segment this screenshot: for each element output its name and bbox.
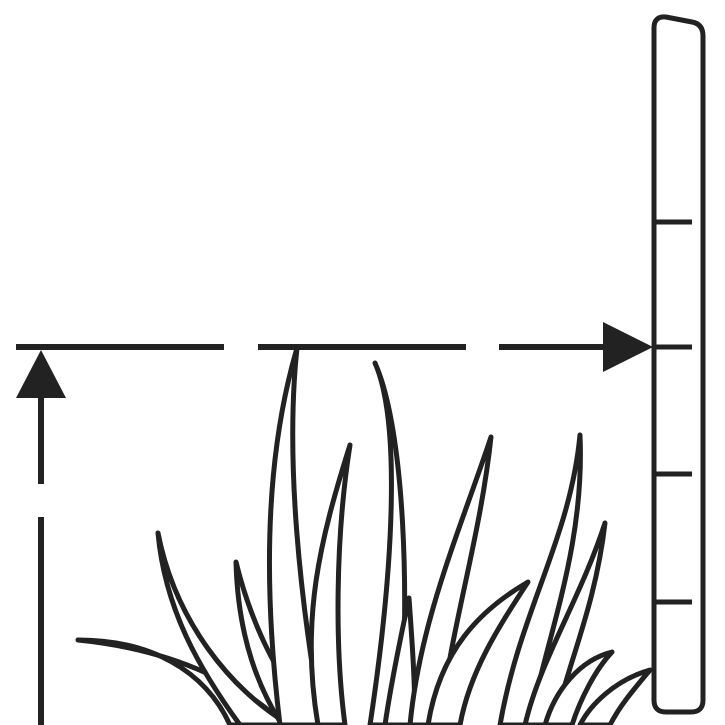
grass-blade [425, 579, 531, 725]
grass-blade [542, 649, 615, 725]
ruler-body [651, 14, 706, 715]
ruler-ticks [654, 219, 692, 605]
arrow-up-icon [16, 350, 66, 725]
grass-blade [522, 520, 608, 725]
grass-blade [308, 442, 353, 725]
grass-blade [577, 667, 653, 725]
arrow-up-head [16, 350, 66, 398]
arrow-right-icon [603, 322, 653, 372]
grass-blade [407, 434, 494, 725]
grass-blade [367, 360, 408, 725]
grass-blade [266, 345, 325, 725]
grass-blade [155, 530, 293, 725]
ruler-icon [651, 14, 706, 715]
grass-icon [75, 345, 653, 725]
grass-blade [382, 595, 418, 725]
height-guide-line [16, 322, 653, 372]
grass-blade [497, 432, 583, 725]
grass-blade [233, 559, 313, 725]
